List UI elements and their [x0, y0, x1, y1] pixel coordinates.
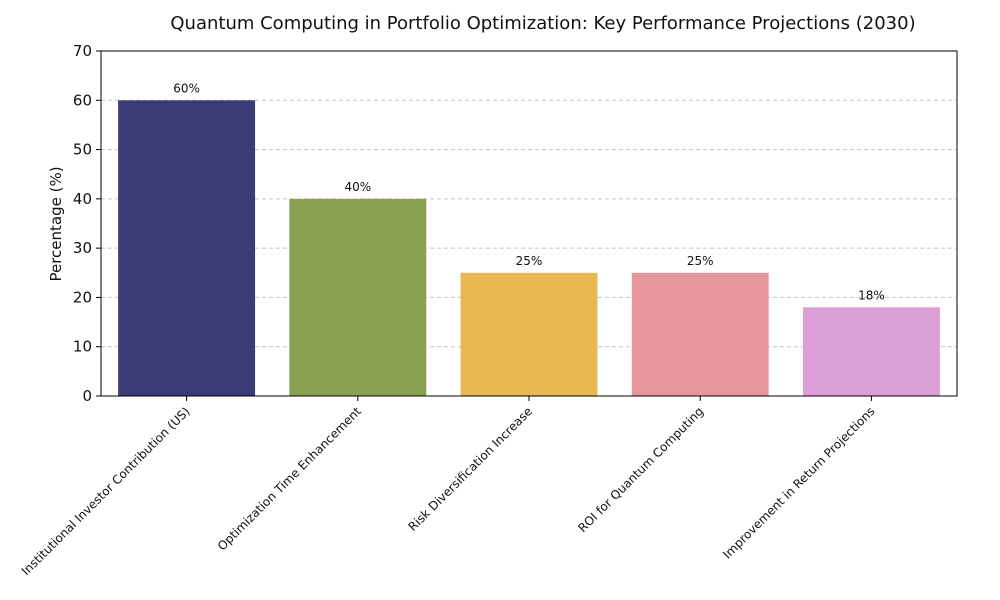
x-tick-label: Optimization Time Enhancement [215, 404, 364, 553]
data-labels: 60% 40% 25% 25% 18% [173, 81, 884, 302]
data-label: 40% [344, 180, 371, 194]
x-tick-label: Risk Diversification Increase [405, 404, 535, 534]
y-tick-label: 50 [73, 141, 92, 159]
chart-title: Quantum Computing in Portfolio Optimizat… [170, 13, 915, 34]
x-tick-label: ROI for Quantum Computing [575, 404, 706, 535]
plot-frame [100, 50, 958, 397]
y-tick-label: 30 [73, 239, 92, 257]
data-label: 25% [687, 254, 714, 268]
bars [118, 100, 940, 397]
bar [802, 307, 940, 396]
bar [631, 272, 769, 396]
y-tick-label: 40 [73, 190, 92, 208]
bar [460, 272, 598, 396]
y-tick-label: 20 [73, 288, 92, 306]
y-tick-label: 70 [73, 42, 92, 60]
data-label: 25% [516, 254, 543, 268]
y-tick-label: 60 [73, 91, 92, 109]
bar [118, 100, 256, 397]
x-tick-label: Improvement in Return Projections [720, 404, 877, 561]
data-label: 18% [858, 288, 885, 302]
y-axis-ticks: 0 10 20 30 40 50 60 70 [73, 42, 101, 405]
bar [289, 198, 427, 396]
y-axis-label: Percentage (%) [47, 166, 65, 281]
x-tick-label: Institutional Investor Contribution (US) [19, 404, 193, 578]
y-tick-label: 0 [82, 387, 92, 405]
x-axis-ticks: Institutional Investor Contribution (US)… [19, 396, 878, 578]
data-label: 60% [173, 81, 200, 95]
y-tick-label: 10 [73, 338, 92, 356]
